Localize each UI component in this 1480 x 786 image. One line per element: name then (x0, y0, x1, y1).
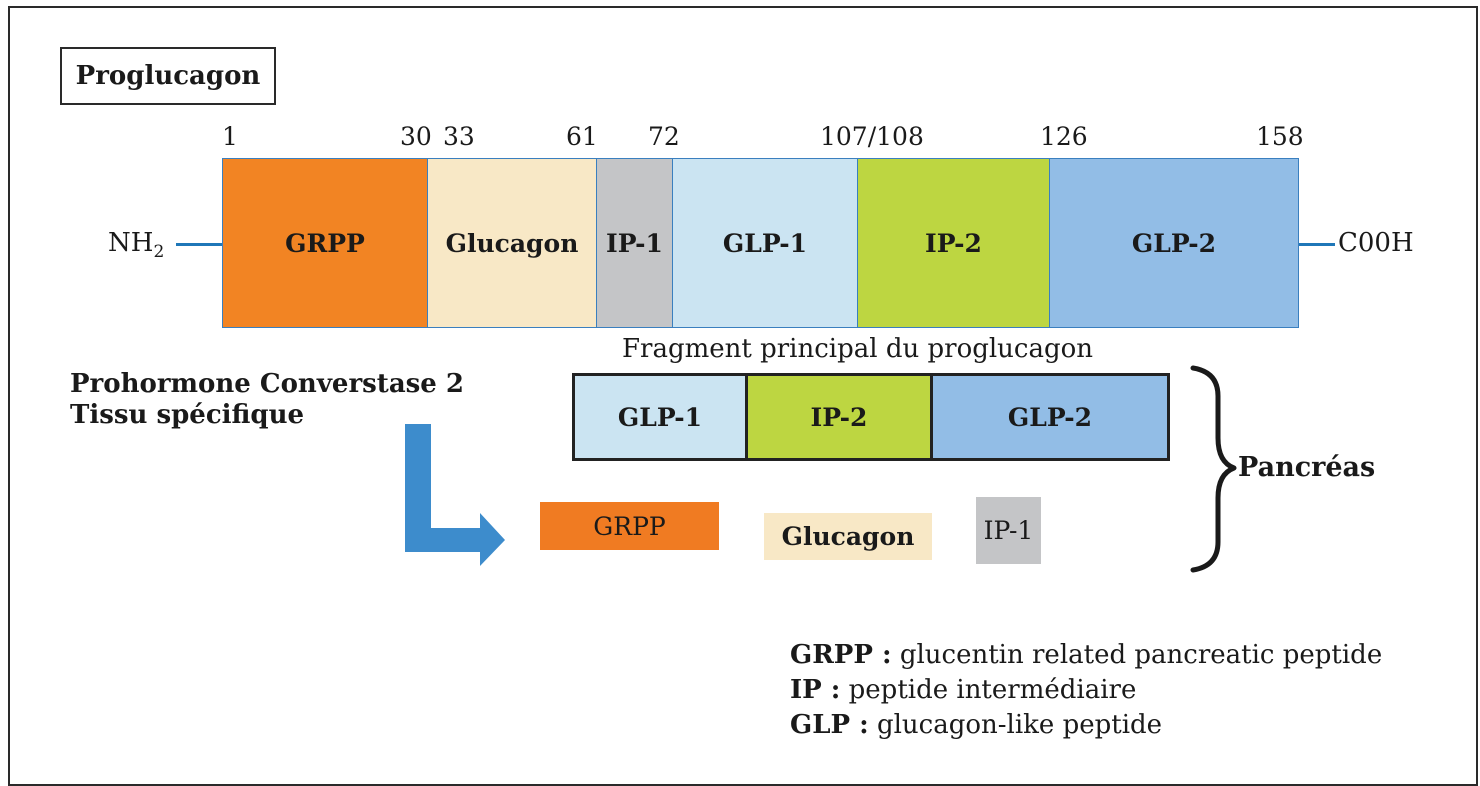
segment-glucagon: Glucagon (427, 158, 597, 328)
figure-title: Proglucagon (60, 47, 276, 105)
enzyme-specificity: Tissu spécifique (70, 400, 305, 430)
segment-ip-1: IP-1 (596, 158, 673, 328)
n-terminal-line (176, 243, 222, 246)
fragment-glp-2: GLP-2 (930, 373, 1170, 461)
enzyme-name: Prohormone Converstase 2 (70, 369, 464, 399)
position-label: 1 (222, 122, 238, 151)
fragment-ip-2: IP-2 (745, 373, 933, 461)
legend-abbr: GLP : (790, 710, 869, 740)
position-label: 158 (1256, 122, 1304, 151)
piece-glucagon: Glucagon (764, 513, 932, 560)
legend-item: GLP : glucagon-like peptide (790, 708, 1382, 743)
c-terminal-label: C00H (1338, 228, 1414, 258)
c-terminal-line (1299, 243, 1335, 246)
legend: GRPP : glucentin related pancreatic pept… (790, 638, 1382, 743)
piece-grpp: GRPP (540, 502, 719, 550)
position-label: 72 (648, 122, 680, 151)
segment-glp-1: GLP-1 (672, 158, 858, 328)
legend-item: GRPP : glucentin related pancreatic pept… (790, 638, 1382, 673)
position-label: 30 (400, 122, 432, 151)
n-terminal-label: NH2 (108, 228, 165, 263)
position-label: 126 (1040, 122, 1088, 151)
legend-abbr: IP : (790, 675, 841, 705)
legend-item: IP : peptide intermédiaire (790, 673, 1382, 708)
position-label: 61 (566, 122, 598, 151)
fragment-title: Fragment principal du proglucagon (622, 334, 1094, 364)
enzyme-label: Prohormone Converstase 2 Tissu spécifiqu… (70, 369, 464, 431)
legend-text: peptide intermédiaire (848, 675, 1137, 705)
legend-text: glucagon-like peptide (876, 710, 1163, 740)
position-label: 33 (443, 122, 475, 151)
position-label: 107/108 (820, 122, 924, 151)
segment-glp-2: GLP-2 (1049, 158, 1299, 328)
legend-abbr: GRPP : (790, 640, 892, 670)
piece-ip-1: IP-1 (976, 497, 1041, 564)
legend-text: glucentin related pancreatic peptide (899, 640, 1383, 670)
tissue-label: Pancréas (1238, 452, 1376, 483)
